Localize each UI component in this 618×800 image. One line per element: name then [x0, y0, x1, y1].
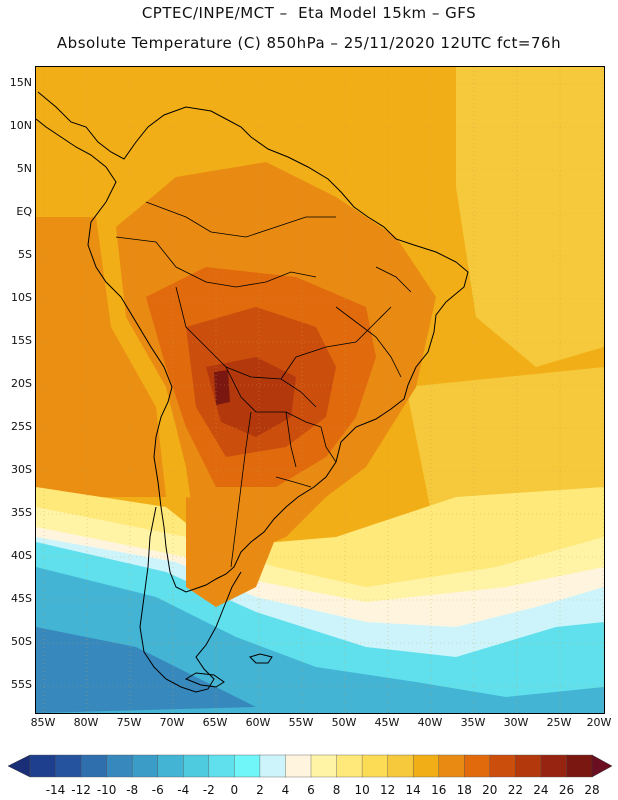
colorbar-swatch: [489, 754, 517, 778]
colorbar-label: 26: [558, 783, 575, 797]
lat-label-10n: 10N: [9, 119, 32, 132]
map-title-line1: CPTEC/INPE/MCT – Eta Model 15km – GFS: [141, 4, 477, 22]
lon-label-25w: 25W: [546, 716, 572, 729]
colorbar-swatch: [387, 754, 414, 778]
colorbar-swatch: [29, 754, 57, 778]
lat-label-40s: 40S: [11, 549, 32, 562]
lon-label-50w: 50W: [331, 716, 357, 729]
coastline-falklands: [249, 653, 273, 664]
colorbar-label: 2: [256, 783, 264, 797]
lon-label-40w: 40W: [417, 716, 443, 729]
colorbar-swatch: [259, 754, 287, 778]
lat-label-5n: 5N: [16, 162, 32, 175]
colorbar-swatch: [157, 754, 184, 778]
colorbar-label: 12: [379, 783, 396, 797]
temperature-map: [35, 66, 605, 714]
colorbar-label: 20: [482, 783, 498, 797]
colorbar-swatch: [55, 754, 82, 778]
lat-label-45s: 45S: [11, 592, 32, 605]
colorbar-swatch: [515, 754, 542, 778]
lat-label-eq: EQ: [16, 205, 32, 218]
colorbar-label: 8: [332, 783, 341, 797]
colorbar-label: -14: [45, 783, 66, 797]
colorbar-label: -2: [202, 783, 215, 797]
field-pacific-18: [36, 217, 166, 497]
colorbar-under-arrow: [7, 754, 31, 778]
lon-label-60w: 60W: [245, 716, 271, 729]
graticule: [36, 67, 604, 713]
coastline-tierra-del-fuego: [184, 672, 225, 688]
lat-label-35s: 35S: [11, 506, 32, 519]
colorbar-label: -12: [71, 783, 91, 797]
political-borders: [115, 201, 412, 568]
lat-label-30s: 30S: [11, 463, 32, 476]
colorbar-swatch: [412, 754, 440, 778]
colorbar-label: -8: [126, 783, 139, 797]
colorbar-swatch: [438, 754, 465, 778]
field-deep-blue: [36, 627, 256, 713]
field-land-28: [214, 370, 230, 405]
colorbar-swatch: [361, 754, 389, 778]
colorbar-label: 6: [307, 783, 315, 797]
colorbar-label: 16: [431, 783, 447, 797]
colorbar-swatch: [566, 754, 593, 778]
field-land-26: [206, 357, 296, 437]
colorbar-label: 4: [281, 783, 290, 797]
lon-label-30w: 30W: [503, 716, 529, 729]
field-ocean-tropics: [456, 67, 604, 367]
colorbar-label: -10: [96, 783, 117, 797]
lon-label-45w: 45W: [374, 716, 400, 729]
colorbar-swatch: [106, 754, 133, 778]
lon-label-70w: 70W: [159, 716, 185, 729]
colorbar-swatch: [285, 754, 312, 778]
lat-label-10s: 10S: [11, 291, 32, 304]
field-patagonia-warm: [186, 497, 276, 607]
colorbar-swatch: [464, 754, 491, 778]
colorbar-label: 18: [456, 783, 472, 797]
lat-label-5s: 5S: [18, 248, 32, 261]
lat-label-50s: 50S: [11, 635, 32, 648]
colorbar-label: 0: [230, 783, 239, 797]
coastline-patagonia: [139, 506, 242, 693]
colorbar-swatch: [336, 754, 363, 778]
colorbar-swatch: [131, 754, 159, 778]
lon-label-75w: 75W: [116, 716, 142, 729]
lon-label-65w: 65W: [202, 716, 228, 729]
colorbar-label: 14: [405, 783, 421, 797]
lon-label-85w: 85W: [30, 716, 56, 729]
temperature-colorbar: [7, 754, 613, 778]
colorbar-label: -6: [151, 783, 164, 797]
temperature-field: [36, 67, 604, 713]
lon-label-80w: 80W: [73, 716, 99, 729]
colorbar-swatch: [80, 754, 108, 778]
colorbar-label: -4: [177, 783, 190, 797]
colorbar-label: 22: [507, 783, 523, 797]
lon-label-35w: 35W: [460, 716, 486, 729]
colorbar-over-arrow: [591, 754, 613, 778]
map-title-line2: Absolute Temperature (C) 850hPa – 25/11/…: [56, 34, 562, 52]
lat-label-25s: 25S: [11, 420, 32, 433]
lon-label-20w: 20W: [586, 716, 612, 729]
lat-label-15s: 15S: [11, 334, 32, 347]
lat-label-20s: 20S: [11, 377, 32, 390]
lat-label-55s: 55S: [11, 678, 32, 691]
colorbar-swatch: [540, 754, 568, 778]
colorbar-swatch: [234, 754, 261, 778]
colorbar-label: 10: [354, 783, 370, 797]
lat-label-15n: 15N: [9, 76, 32, 89]
lon-label-55w: 55W: [288, 716, 314, 729]
colorbar-label: 28: [584, 783, 600, 797]
colorbar-swatch: [183, 754, 210, 778]
colorbar-swatch: [208, 754, 236, 778]
colorbar-label: 24: [533, 783, 549, 797]
colorbar-swatch: [310, 754, 338, 778]
